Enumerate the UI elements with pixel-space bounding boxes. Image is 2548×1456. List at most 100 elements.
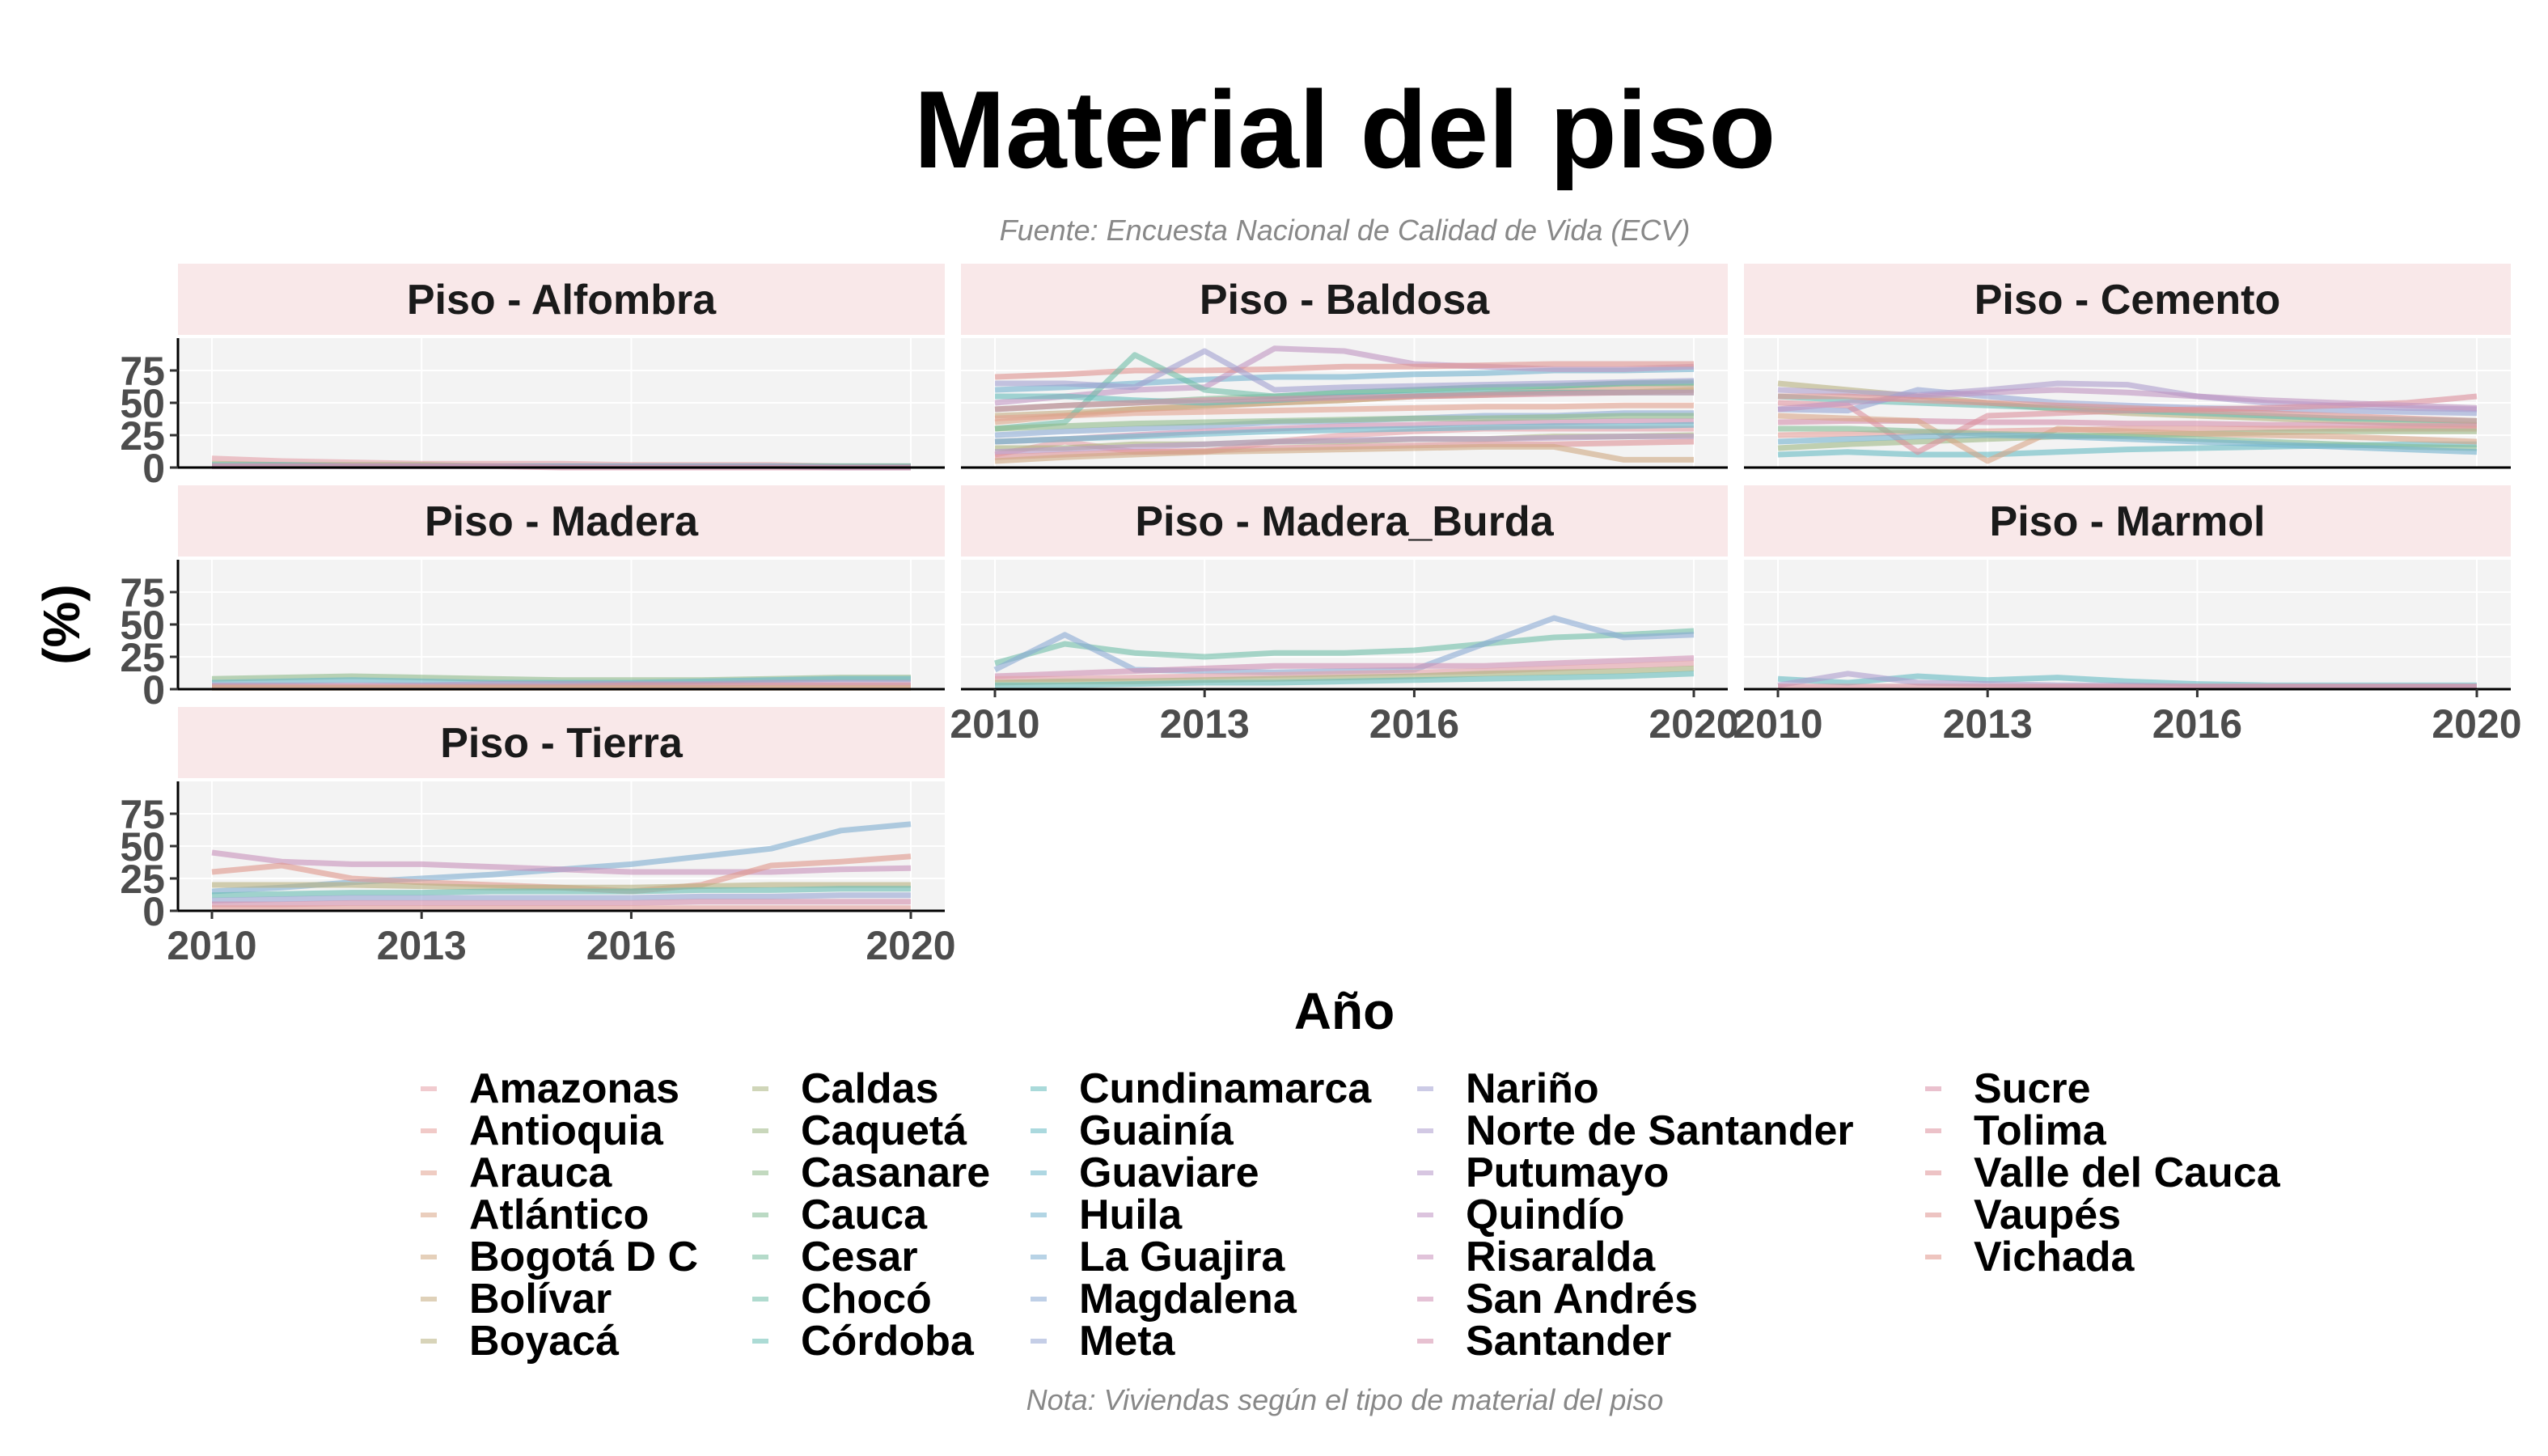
legend-item: Caldas <box>752 1065 939 1112</box>
legend-key <box>1031 1255 1047 1259</box>
series-line <box>211 849 912 875</box>
series-line <box>995 660 1695 682</box>
legend-key <box>1417 1297 1433 1302</box>
legend-item: Bolívar <box>421 1276 612 1323</box>
legend-label: Huila <box>1079 1191 1183 1238</box>
y-tick-label: 0 <box>142 889 165 934</box>
y-axis-title: (%) <box>32 584 91 665</box>
legend-item: Santander <box>1417 1318 1671 1365</box>
legend-key <box>1031 1297 1047 1302</box>
series-line <box>1777 432 2478 455</box>
legend-label: Nariño <box>1466 1065 1599 1112</box>
facet-strip-label: Piso - Madera <box>425 498 699 545</box>
x-tick-label: 2020 <box>1649 701 1738 747</box>
legend-item: Córdoba <box>752 1318 974 1365</box>
chart-caption: Nota: Viviendas según el tipo de materia… <box>1026 1383 1664 1416</box>
x-tick-label: 2010 <box>950 701 1039 747</box>
legend-item: Putumayo <box>1417 1149 1669 1196</box>
series-line <box>994 389 1694 413</box>
x-tick-label: 2016 <box>2152 701 2242 747</box>
x-tick-label: 2013 <box>1160 701 1250 747</box>
facet-strip-label: Piso - Marmol <box>1990 498 2266 545</box>
legend-key <box>1417 1255 1433 1259</box>
legend-label: Vaupés <box>1974 1191 2122 1238</box>
legend-key <box>1031 1339 1047 1344</box>
legend-label: Valle del Cauca <box>1974 1149 2280 1196</box>
legend-key <box>752 1213 768 1217</box>
legend-label: Bogotá D C <box>469 1234 699 1280</box>
legend-key <box>1417 1170 1433 1175</box>
facet-panel: Piso - Madera_Burda 2010 2013 2016 2020 <box>950 485 1739 747</box>
legend-label: Risaralda <box>1466 1234 1656 1280</box>
legend-item: Tolima <box>1925 1107 2106 1154</box>
legend-key <box>421 1255 437 1259</box>
legend-key <box>1925 1170 1941 1175</box>
y-tick-label: 25 <box>120 857 165 902</box>
legend-label: San Andrés <box>1466 1276 1699 1323</box>
facet-strip <box>961 485 1728 557</box>
legend-key <box>421 1170 437 1175</box>
legend-item: Cundinamarca <box>1031 1065 1371 1112</box>
y-tick-label: 50 <box>120 381 165 426</box>
series-line <box>211 892 911 904</box>
legend-item: Boyacá <box>421 1318 619 1365</box>
legend-item: Bogotá D C <box>421 1234 699 1280</box>
legend-key <box>1031 1170 1047 1175</box>
legend-label: Boyacá <box>469 1318 619 1365</box>
x-tick-label: 2010 <box>167 923 256 968</box>
y-tick-label: 75 <box>120 349 165 394</box>
series-line <box>994 421 1695 445</box>
x-axis-title: Año <box>1294 982 1395 1040</box>
legend-key <box>752 1339 768 1344</box>
legend-key <box>752 1170 768 1175</box>
legend-item: Casanare <box>752 1149 990 1196</box>
series-line <box>994 443 1694 464</box>
legend-key <box>1417 1128 1433 1133</box>
legend-label: Córdoba <box>801 1318 974 1365</box>
legend-key <box>1031 1213 1047 1217</box>
legend-key <box>1925 1128 1941 1133</box>
legend-key <box>752 1128 768 1133</box>
legend-item: Arauca <box>421 1149 612 1196</box>
legend-item: Sucre <box>1925 1065 2091 1112</box>
facet-strip <box>178 707 945 778</box>
facet-strip-label: Piso - Cemento <box>1974 277 2281 324</box>
legend-item: Quindío <box>1417 1191 1624 1238</box>
y-tick-label: 25 <box>120 635 165 680</box>
legend-item: Amazonas <box>421 1065 679 1112</box>
legend-label: Atlántico <box>469 1191 650 1238</box>
legend-item: Guainía <box>1031 1107 1234 1154</box>
legend-key <box>752 1255 768 1259</box>
series-line <box>995 348 1695 393</box>
legend-item: Cauca <box>752 1191 927 1238</box>
x-tick-label: 2010 <box>1733 701 1822 747</box>
legend-label: Tolima <box>1974 1107 2106 1154</box>
legend-item: Nariño <box>1417 1065 1599 1112</box>
legend-key <box>421 1297 437 1302</box>
legend-key <box>1925 1255 1941 1259</box>
series-line <box>995 671 1695 688</box>
legend-item: Meta <box>1031 1318 1175 1365</box>
facet-strip <box>178 485 945 557</box>
legend-label: Caldas <box>801 1065 939 1112</box>
legend-item: Chocó <box>752 1276 932 1323</box>
legend-key <box>752 1086 768 1091</box>
y-tick-label: 0 <box>142 667 165 713</box>
series-line <box>994 628 1695 667</box>
legend-key <box>421 1128 437 1133</box>
legend-item: Risaralda <box>1417 1234 1656 1280</box>
x-tick-label: 2013 <box>377 923 467 968</box>
facet-strip-label: Piso - Tierra <box>440 720 684 767</box>
legend-item: La Guajira <box>1031 1234 1285 1280</box>
legend-item: San Andrés <box>1417 1276 1699 1323</box>
legend-key <box>752 1297 768 1302</box>
legend-item: Cesar <box>752 1234 918 1280</box>
legend-key <box>1417 1213 1433 1217</box>
legend-label: Vichada <box>1974 1234 2135 1280</box>
legend-label: Guainía <box>1079 1107 1234 1154</box>
legend-label: Cesar <box>801 1234 918 1280</box>
facet-panel: Piso - Baldosa <box>961 264 1728 469</box>
x-tick-label: 2020 <box>2432 701 2521 747</box>
